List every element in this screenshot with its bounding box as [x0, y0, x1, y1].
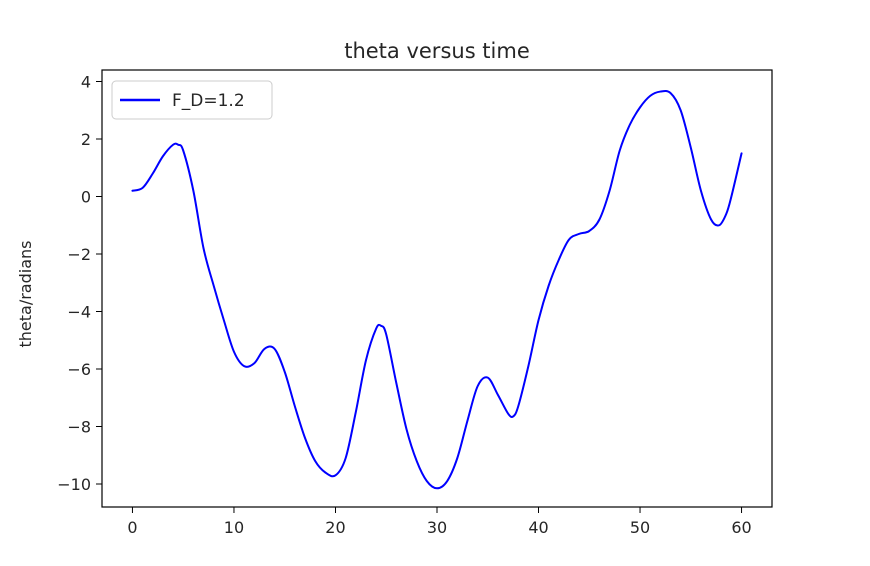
y-tick-label: 2: [81, 130, 91, 149]
x-tick-label: 30: [427, 518, 447, 537]
y-tick-label: −2: [67, 245, 91, 264]
legend: F_D=1.2: [111, 80, 273, 120]
plot-frame: [101, 69, 773, 508]
x-tick-label: 60: [731, 518, 751, 537]
y-axis-label: theta/radians: [16, 241, 35, 348]
x-tick-label: 0: [127, 518, 137, 537]
chart-title: theta versus time: [344, 39, 530, 63]
y-tick-label: −6: [67, 360, 91, 379]
x-tick-label: 20: [325, 518, 345, 537]
y-tick-label: −4: [67, 303, 91, 322]
x-tick-label: 40: [528, 518, 548, 537]
y-tick-label: 0: [81, 188, 91, 207]
legend-box: [111, 80, 273, 120]
y-tick-label: −8: [67, 418, 91, 437]
y-tick-label: 4: [81, 73, 91, 92]
legend-entry-label: F_D=1.2: [172, 91, 245, 111]
x-tick-label: 50: [630, 518, 650, 537]
x-tick-label: 10: [224, 518, 244, 537]
y-tick-label: −10: [57, 475, 91, 494]
series-line-f-d-1-2: [131, 89, 743, 490]
